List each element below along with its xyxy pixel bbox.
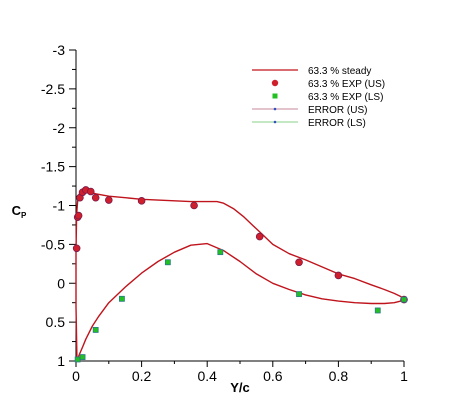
exp-us-point [190, 201, 198, 210]
legend-swatch-dot [273, 120, 277, 124]
exp-ls-point [374, 307, 381, 314]
exp-us-point [74, 211, 83, 220]
legend-exp-ls: 63.3 % EXP (LS) [272, 92, 383, 103]
exp-us-point [255, 232, 264, 241]
y-axis-label-sub: P [21, 211, 27, 220]
legend-label: 63.3 % EXP (LS) [308, 92, 383, 103]
y-tick-label: -1 [53, 198, 66, 214]
x-tick-label: 1 [400, 368, 408, 384]
exp-ls-point [74, 356, 81, 363]
legend-label: ERROR (LS) [308, 118, 366, 129]
steady-cp-line [75, 187, 405, 362]
y-tick-label: -2 [53, 120, 66, 136]
legend-error-ls: ERROR (LS) [252, 118, 366, 129]
exp-us-point [334, 271, 343, 280]
y-tick-label: 1 [57, 353, 65, 369]
y-tick-label: 0 [57, 275, 65, 291]
legend: 63.3 % steady 63.3 % EXP (US) 63.3 % EXP (… [252, 66, 385, 129]
exp-us-point [91, 193, 100, 202]
exp-ls-point [79, 354, 86, 361]
x-axis-label: Y/c [230, 380, 250, 395]
x-tick-label: 0.6 [263, 368, 283, 384]
exp-ls-point [296, 291, 302, 298]
exp-us-point [86, 187, 95, 196]
x-axis: 0 0.2 0.4 0.6 0.8 1 [72, 360, 408, 384]
exp-ls-point [217, 249, 224, 256]
y-tick-label: -3 [53, 42, 66, 58]
x-tick-label: 0 [72, 368, 80, 384]
legend-swatch-square [272, 93, 278, 99]
legend-swatch-dot [273, 107, 277, 111]
x-tick-label: 0.2 [132, 368, 152, 384]
legend-swatch-circle [271, 79, 279, 87]
y-axis-label-main: C [12, 203, 22, 218]
series-layer [72, 186, 408, 363]
exp-ls-point [119, 295, 125, 302]
y-tick-label: -1.5 [41, 159, 65, 175]
exp-ls-point [401, 296, 407, 303]
y-axis: -3 -2.5 -2 -1.5 -1 -0.5 0 0.5 1 [41, 42, 77, 369]
y-axis-label: CP [12, 203, 27, 220]
x-tick-label: 0.8 [329, 368, 349, 384]
exp-us-point [295, 258, 303, 267]
legend-label: ERROR (US) [308, 105, 367, 116]
legend-steady: 63.3 % steady [252, 66, 371, 77]
exp-ls-point [164, 259, 171, 266]
y-tick-label: 0.5 [46, 314, 66, 330]
exp-ls-point [92, 326, 99, 333]
exp-us-point [137, 197, 146, 205]
legend-label: 63.3 % steady [308, 66, 371, 77]
legend-error-us: ERROR (US) [252, 105, 367, 116]
legend-exp-us: 63.3 % EXP (US) [271, 79, 385, 90]
exp-us-point [72, 244, 81, 253]
exp-us-point [105, 196, 113, 204]
y-tick-label: -2.5 [41, 81, 65, 97]
x-tick-label: 0.4 [197, 368, 217, 384]
legend-label: 63.3 % EXP (US) [308, 79, 385, 90]
y-tick-label: -0.5 [41, 236, 65, 252]
